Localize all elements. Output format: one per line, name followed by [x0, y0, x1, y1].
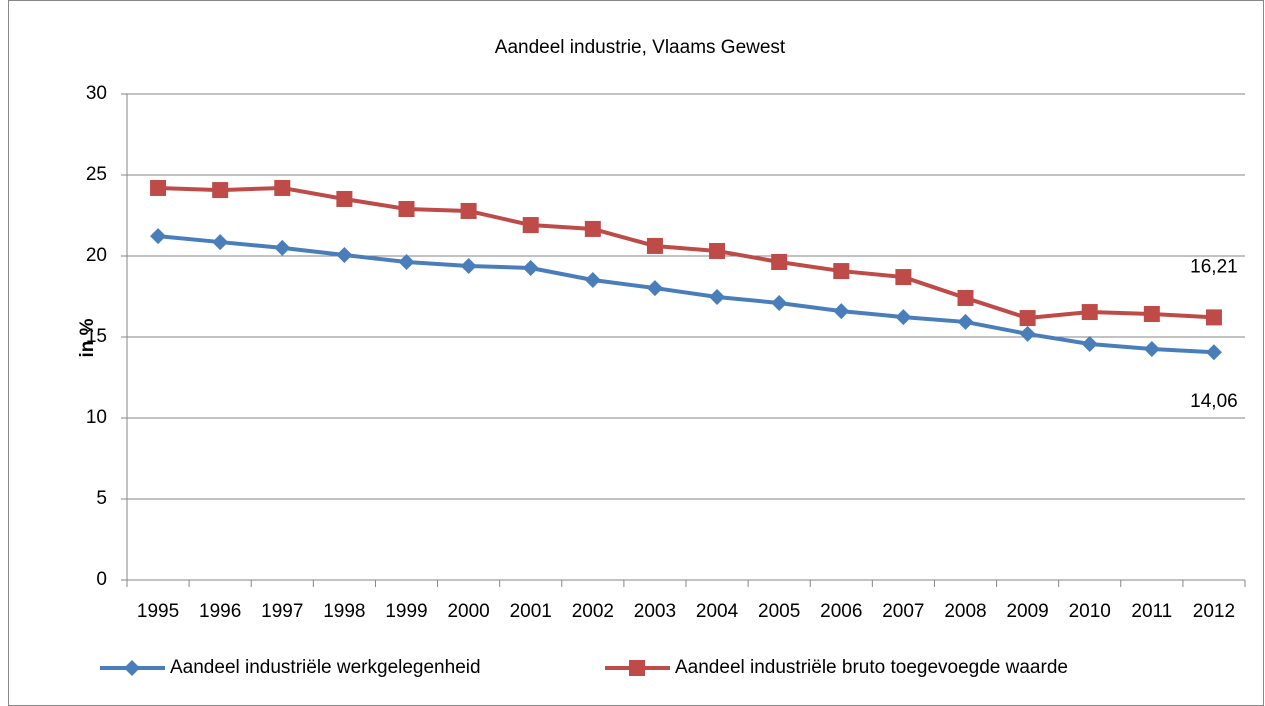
x-tick-label: 1995 [137, 601, 179, 622]
point-marker [1205, 309, 1222, 326]
point-marker [833, 303, 850, 320]
series-line [157, 185, 1215, 321]
series-line [157, 234, 1215, 355]
point-marker [398, 253, 415, 270]
x-tick-label: 2006 [820, 601, 862, 622]
point-marker [1081, 304, 1098, 321]
x-tick-label: 1996 [199, 601, 241, 622]
point-marker [212, 234, 229, 251]
point-marker [709, 242, 726, 259]
x-tick-label: 2007 [882, 601, 924, 622]
point-marker [212, 182, 229, 199]
y-tick-label: 25 [86, 164, 107, 185]
point-marker [957, 289, 974, 306]
y-tick-label: 10 [86, 407, 107, 428]
legend-marker [629, 660, 645, 676]
x-tick-label: 1997 [261, 601, 303, 622]
point-marker [274, 179, 291, 196]
point-marker [460, 258, 477, 275]
legend-label: Aandeel industriële werkgelegenheid [170, 657, 481, 678]
point-marker [336, 247, 353, 264]
x-tick-label: 2002 [572, 601, 614, 622]
point-marker [398, 201, 415, 218]
point-marker [274, 239, 291, 256]
point-marker [1019, 325, 1036, 342]
y-tick-label: 15 [86, 326, 107, 347]
point-marker [584, 271, 601, 288]
point-marker [1019, 310, 1036, 327]
x-tick-label: 2008 [944, 601, 986, 622]
point-marker [1143, 305, 1160, 322]
point-marker [833, 263, 850, 280]
legend-marker [124, 660, 140, 676]
point-marker [150, 179, 167, 196]
point-marker [646, 237, 663, 254]
y-axis-label: in % [77, 318, 98, 357]
x-tick-label: 2000 [447, 601, 489, 622]
x-tick-label: 1999 [385, 601, 427, 622]
y-tick-label: 5 [96, 488, 107, 509]
chart-title: Aandeel industrie, Vlaams Gewest [495, 37, 786, 58]
x-tick-label: 2005 [758, 601, 800, 622]
point-marker [771, 253, 788, 270]
y-tick-label: 30 [86, 83, 107, 104]
legend-label: Aandeel industriële bruto toegevoegde wa… [675, 657, 1068, 678]
data-label: 14,06 [1190, 391, 1238, 412]
x-tick-label: 2001 [510, 601, 552, 622]
x-tick-label: 2003 [634, 601, 676, 622]
x-tick-label: 2011 [1131, 601, 1172, 622]
data-label: 16,21 [1190, 256, 1238, 277]
y-tick-label: 20 [86, 245, 107, 266]
x-tick-label: 1998 [323, 601, 365, 622]
point-marker [957, 313, 974, 330]
point-marker [895, 269, 912, 286]
chart-border [8, 0, 1264, 706]
point-marker [584, 220, 601, 237]
x-tick-label: 2009 [1006, 601, 1048, 622]
x-tick-label: 2010 [1069, 601, 1111, 622]
point-marker [1143, 340, 1160, 357]
point-marker [150, 228, 167, 245]
point-marker [895, 309, 912, 326]
point-marker [522, 217, 539, 234]
point-marker [1205, 344, 1222, 361]
point-marker [522, 259, 539, 276]
x-tick-label: 2004 [696, 601, 739, 622]
point-marker [646, 280, 663, 297]
point-marker [336, 190, 353, 207]
y-tick-label: 0 [96, 569, 107, 590]
point-marker [771, 294, 788, 311]
point-marker [460, 202, 477, 219]
point-marker [1081, 335, 1098, 352]
point-marker [709, 288, 726, 305]
x-tick-label: 2012 [1193, 601, 1235, 622]
